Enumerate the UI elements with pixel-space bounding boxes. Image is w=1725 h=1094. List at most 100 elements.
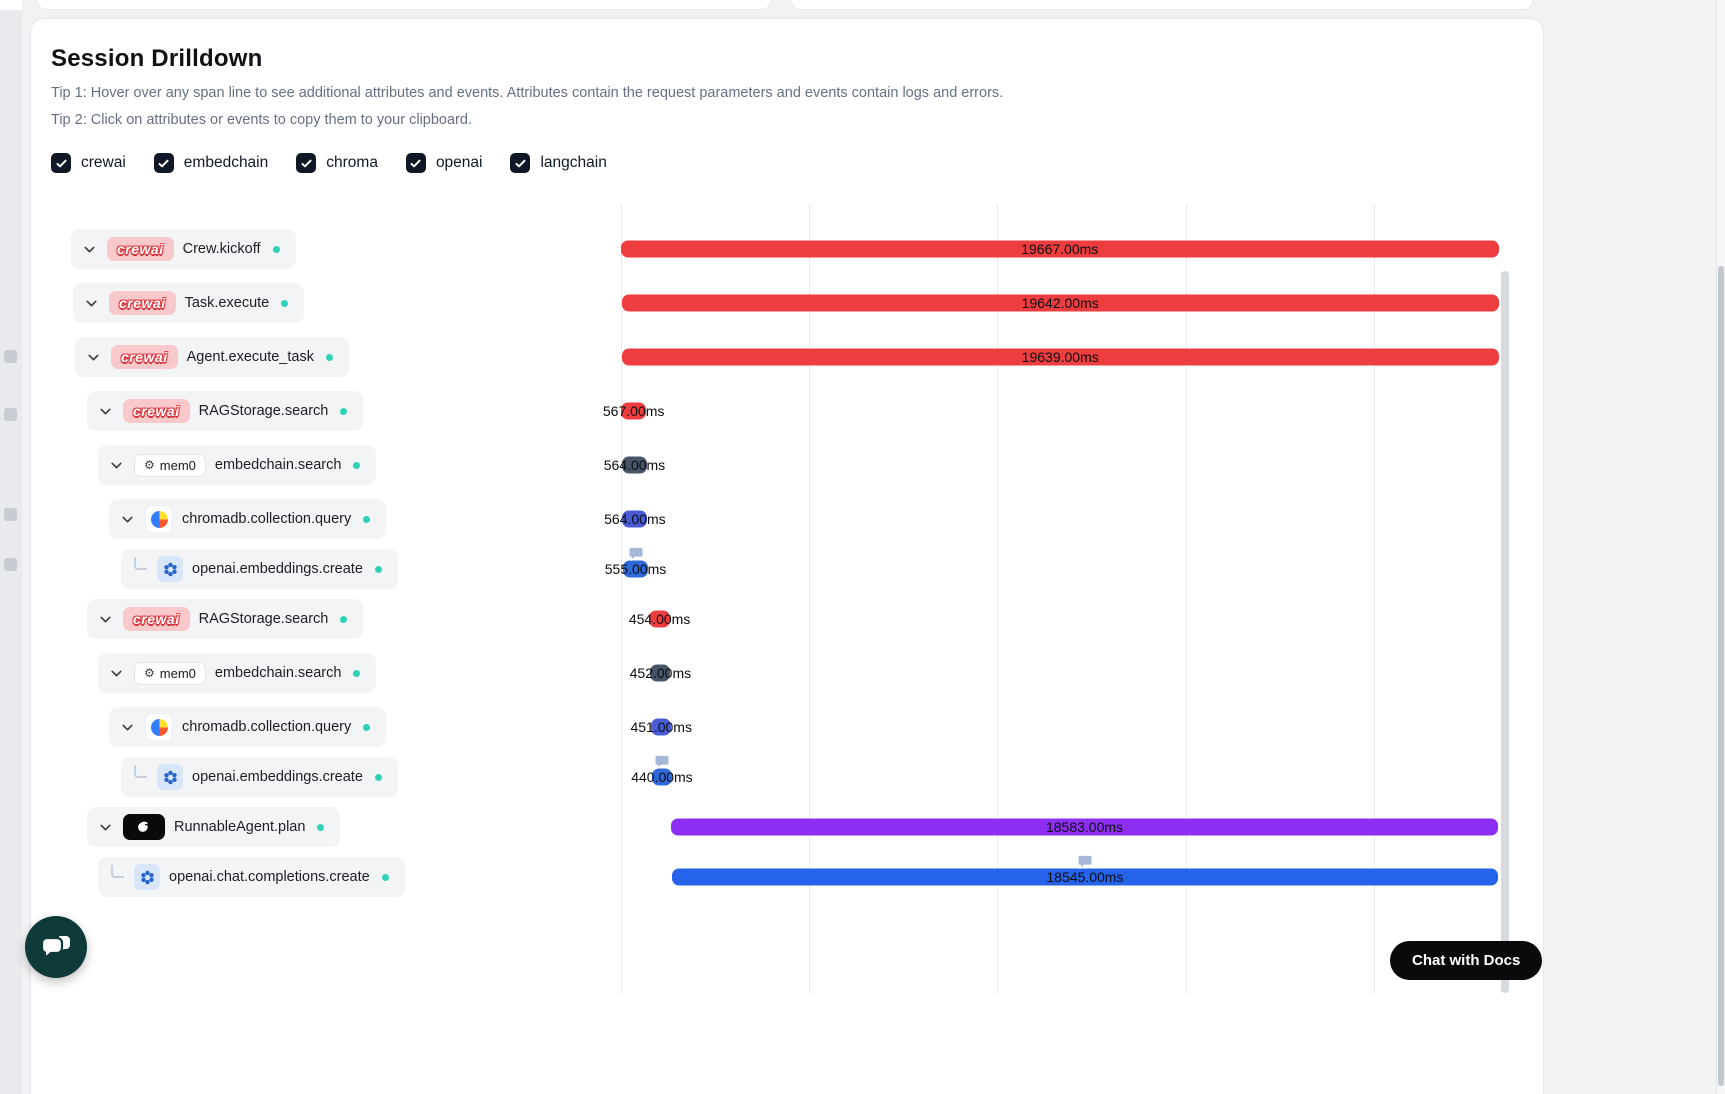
filter-langchain[interactable]: langchain xyxy=(510,153,607,173)
span-label-chip[interactable]: openai.chat.completions.create xyxy=(98,857,405,897)
chevron-down-icon[interactable] xyxy=(81,241,98,258)
span-name: RAGStorage.search xyxy=(198,403,329,419)
span-name: RAGStorage.search xyxy=(198,611,329,627)
span-label-chip[interactable]: crewai Task.execute xyxy=(73,283,305,323)
span-duration-bar[interactable] xyxy=(621,456,647,474)
chevron-down-icon[interactable] xyxy=(119,719,136,736)
span-row-label-area: crewai RAGStorage.search xyxy=(31,592,621,646)
filter-label: openai xyxy=(435,154,483,171)
span-label-chip[interactable]: crewai Crew.kickoff xyxy=(71,229,296,269)
event-bubble-icon[interactable] xyxy=(627,546,644,562)
chevron-down-icon[interactable] xyxy=(97,403,114,420)
tree-elbow-connector xyxy=(134,765,147,778)
span-duration-bar[interactable] xyxy=(621,294,1499,312)
span-row-label-area: chromadb.collection.query xyxy=(31,492,621,546)
span-row-timeline: 451.00ms xyxy=(621,700,1511,754)
checkbox-checked-icon[interactable] xyxy=(510,153,531,173)
span-duration-bar[interactable] xyxy=(621,348,1499,366)
status-dot xyxy=(353,461,361,469)
span-label-chip[interactable]: crewai RAGStorage.search xyxy=(87,599,364,639)
checkbox-checked-icon[interactable] xyxy=(51,153,71,173)
span-duration-bar[interactable] xyxy=(621,240,1499,258)
chevron-down-icon[interactable] xyxy=(119,511,136,528)
span-row-label-area: ⚙ mem0 embedchain.search xyxy=(31,438,621,492)
span-duration-bar[interactable] xyxy=(652,768,672,786)
waterfall-scrollbar[interactable] xyxy=(1501,271,1509,993)
span-row-timeline: 19667.00ms xyxy=(621,222,1511,276)
gear-icon: ⚙ xyxy=(144,458,155,472)
chevron-down-icon[interactable] xyxy=(97,611,114,628)
chevron-down-icon[interactable] xyxy=(85,349,102,366)
status-dot xyxy=(353,669,361,677)
status-dot xyxy=(374,773,382,781)
span-label-chip[interactable]: crewai RAGStorage.search xyxy=(87,391,364,431)
mem0-label: mem0 xyxy=(159,457,196,473)
chat-bubbles-icon xyxy=(39,930,73,964)
span-label-chip[interactable]: chromadb.collection.query xyxy=(109,707,387,747)
span-duration-bar[interactable] xyxy=(649,610,670,628)
span-name: Task.execute xyxy=(184,295,270,311)
page-scrollbar-track[interactable] xyxy=(1716,0,1725,1094)
span-row-timeline: 18545.00ms xyxy=(621,854,1511,900)
tip-2: Tip 2: Click on attributes or events to … xyxy=(51,112,472,128)
span-label-chip[interactable]: chromadb.collection.query xyxy=(109,499,387,539)
span-duration-bar[interactable] xyxy=(672,868,1498,886)
span-row-label-area: openai.chat.completions.create xyxy=(31,854,621,900)
filter-crewai[interactable]: crewai xyxy=(51,153,126,173)
chat-widget-launcher[interactable] xyxy=(25,916,87,978)
span-row: crewai Task.execute 19642.00ms xyxy=(31,276,1511,330)
checkbox-checked-icon[interactable] xyxy=(405,153,426,173)
span-name: chromadb.collection.query xyxy=(182,511,352,527)
chevron-down-icon[interactable] xyxy=(83,295,100,312)
tip-1: Tip 1: Hover over any span line to see a… xyxy=(51,85,1004,101)
span-label-chip[interactable]: ⚙ mem0 embedchain.search xyxy=(98,445,377,485)
span-row-label-area: openai.embeddings.create xyxy=(31,754,621,800)
timeline-gridline xyxy=(621,204,622,994)
span-duration-label: 564.00ms xyxy=(603,457,666,473)
span-duration-label: 19642.00ms xyxy=(1021,295,1099,311)
span-duration-bar[interactable] xyxy=(622,510,648,528)
event-bubble-icon[interactable] xyxy=(1076,854,1093,870)
span-label-chip[interactable]: openai.embeddings.create xyxy=(121,549,398,589)
mem0-logo-badge: ⚙ mem0 xyxy=(134,661,206,685)
filter-label: crewai xyxy=(81,154,126,171)
span-row-label-area: openai.embeddings.create xyxy=(31,546,621,592)
span-label-chip[interactable]: crewai Agent.execute_task xyxy=(75,337,349,377)
chat-with-docs-button[interactable]: Chat with Docs xyxy=(1390,941,1543,980)
card-stub-right xyxy=(790,0,1534,10)
span-row-timeline: 440.00ms xyxy=(621,754,1511,800)
checkbox-checked-icon[interactable] xyxy=(296,153,317,173)
span-duration-bar[interactable] xyxy=(621,402,647,420)
filter-embedchain[interactable]: embedchain xyxy=(153,153,268,173)
page-title: Session Drilldown xyxy=(51,45,263,72)
chroma-logo-badge xyxy=(145,505,173,533)
span-row: ⚙ mem0 embedchain.search 452.00ms xyxy=(31,646,1511,700)
span-row-label-area: crewai Crew.kickoff xyxy=(31,222,621,276)
span-label-chip[interactable]: openai.embeddings.create xyxy=(121,757,398,797)
crewai-logo-badge: crewai xyxy=(123,399,190,423)
span-duration-bar[interactable] xyxy=(651,718,672,736)
span-duration-bar[interactable] xyxy=(623,560,648,578)
gear-icon: ⚙ xyxy=(144,666,155,680)
span-waterfall: crewai Crew.kickoff 19667.00ms crewai Task.e… xyxy=(31,204,1511,1094)
chevron-down-icon[interactable] xyxy=(108,457,125,474)
span-row-timeline: 452.00ms xyxy=(621,646,1511,700)
chroma-logo-icon xyxy=(150,718,168,736)
checkbox-checked-icon[interactable] xyxy=(153,153,174,173)
span-name: Agent.execute_task xyxy=(186,349,314,365)
filter-openai[interactable]: openai xyxy=(405,153,483,173)
span-label-chip[interactable]: RunnableAgent.plan xyxy=(87,807,341,847)
chevron-down-icon[interactable] xyxy=(97,819,114,836)
chevron-down-icon[interactable] xyxy=(108,665,125,682)
span-row-timeline: 18583.00ms xyxy=(621,800,1511,854)
span-duration-bar[interactable] xyxy=(671,818,1498,836)
span-row: chromadb.collection.query 451.00ms xyxy=(31,700,1511,754)
span-row-timeline: 564.00ms xyxy=(604,492,1511,546)
filter-chroma[interactable]: chroma xyxy=(296,153,378,173)
page-scrollbar-thumb[interactable] xyxy=(1718,266,1724,1086)
span-duration-bar[interactable] xyxy=(650,664,671,682)
span-label-chip[interactable]: ⚙ mem0 embedchain.search xyxy=(98,653,377,693)
card-stub-left xyxy=(36,0,772,10)
event-bubble-icon[interactable] xyxy=(653,754,670,770)
